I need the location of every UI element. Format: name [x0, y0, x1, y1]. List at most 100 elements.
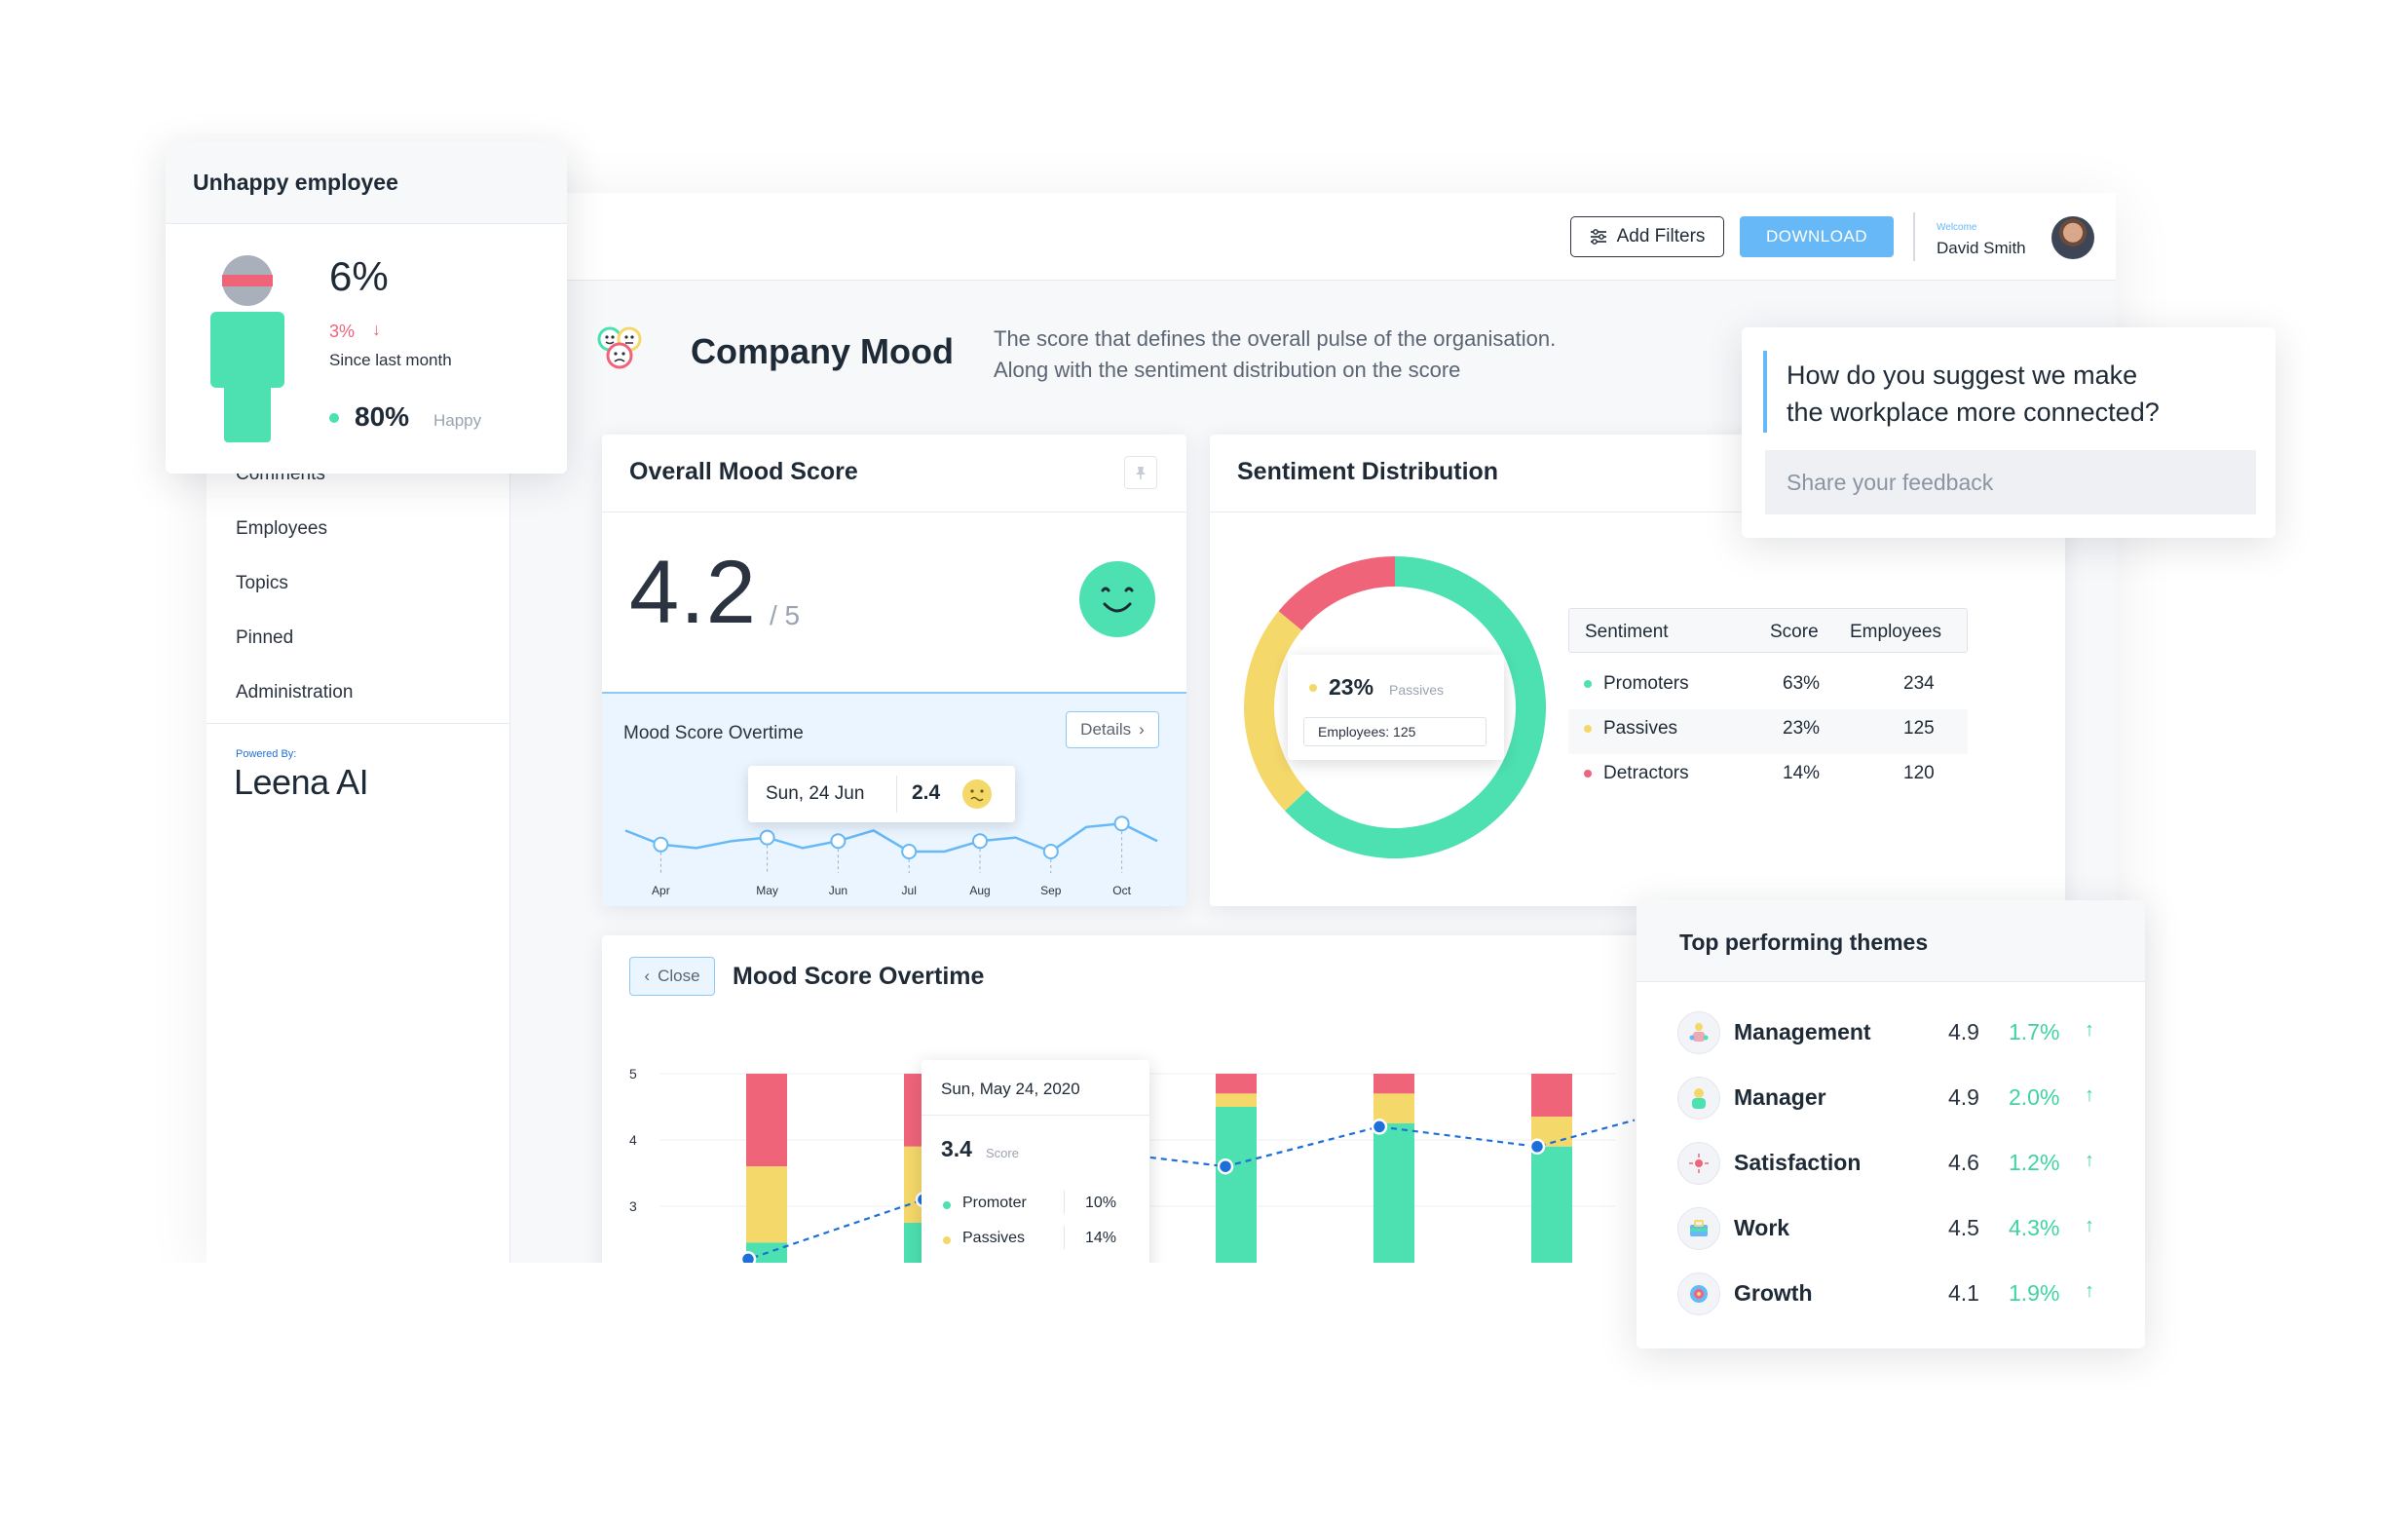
add-filters-button[interactable]: Add Filters — [1570, 216, 1724, 257]
theme-row[interactable]: Work 4.5 4.3% ↑ — [1677, 1205, 2096, 1254]
brand-text: Leena AI — [234, 762, 369, 802]
sparkline-tooltip: Sun, 24 Jun 2.4 — [748, 766, 1015, 822]
row-name: Detractors — [1603, 763, 1689, 783]
arrow-up-icon: ↑ — [2085, 1280, 2094, 1302]
employee-figure-icon — [210, 255, 284, 442]
col-score: Score — [1770, 622, 1819, 642]
table-row: Promoters 63% 234 — [1568, 664, 1968, 709]
themes-title: Top performing themes — [1679, 930, 1929, 955]
feedback-question-line-1: How do you suggest we make — [1787, 361, 2138, 390]
theme-delta: 2.0% — [2009, 1084, 2060, 1110]
donut-promoters-arc — [1285, 556, 1546, 858]
theme-score: 4.1 — [1948, 1280, 1979, 1306]
sparkline-month-label: May — [756, 884, 778, 897]
arrow-up-icon: ↑ — [2085, 1150, 2094, 1171]
sparkline-point — [759, 829, 775, 846]
satisfaction-icon — [1677, 1142, 1720, 1185]
tooltip-divider — [896, 776, 897, 813]
unhappy-change: 3% — [329, 322, 356, 341]
promoter-dot — [943, 1201, 951, 1209]
sidebar-item-topics[interactable]: Topics — [236, 573, 288, 593]
page-description-line-2: Along with the sentiment distribution on… — [994, 358, 1461, 382]
col-employees: Employees — [1850, 622, 1941, 642]
trend-point — [1528, 1138, 1546, 1156]
details-button[interactable]: Details › — [1066, 711, 1159, 748]
unhappy-employee-card: Unhappy employee 6% 3% ↓ Since last mont… — [166, 142, 567, 474]
happy-label: Happy — [433, 411, 482, 430]
bar-promoter-segment — [1373, 1123, 1414, 1263]
avatar[interactable] — [2051, 216, 2094, 259]
sentiment-header: Sentiment Distribution — [1210, 435, 2065, 512]
theme-row[interactable]: Manager 4.9 2.0% ↑ — [1677, 1075, 2096, 1123]
sidebar-item-employees[interactable]: Employees — [236, 518, 327, 539]
download-button[interactable]: DOWNLOAD — [1740, 216, 1894, 257]
tooltip-row-name: Promoter — [962, 1195, 1027, 1211]
theme-score: 4.6 — [1948, 1150, 1979, 1175]
pin-icon[interactable] — [1124, 456, 1157, 489]
donut-tooltip-employees: Employees: 125 — [1303, 717, 1486, 746]
neutral-face-icon — [962, 779, 992, 809]
powered-by-label: Powered By: — [236, 748, 297, 760]
theme-delta: 1.7% — [2009, 1019, 2060, 1044]
mood-overtime-label: Mood Score Overtime — [623, 723, 804, 743]
sparkline-line — [624, 821, 1158, 854]
tooltip-date: Sun, 24 Jun — [766, 783, 865, 804]
growth-icon — [1677, 1272, 1720, 1315]
passives-dot — [1584, 725, 1592, 733]
happy-value: 80% — [355, 401, 410, 432]
divider — [1913, 212, 1915, 261]
manager-icon — [1677, 1077, 1720, 1120]
welcome-label: Welcome — [1937, 222, 1977, 233]
change-caption: Since last month — [329, 351, 452, 369]
bar-promoter-segment — [1531, 1146, 1572, 1263]
col-sentiment: Sentiment — [1585, 622, 1669, 642]
feedback-question-line-2: the workplace more connected? — [1787, 398, 2160, 427]
feedback-question: How do you suggest we make the workplace… — [1787, 357, 2160, 431]
sidebar-item-administration[interactable]: Administration — [236, 682, 354, 702]
theme-name: Work — [1734, 1215, 1790, 1240]
feedback-card: How do you suggest we make the workplace… — [1742, 327, 2276, 538]
bar-detractor-segment — [1216, 1074, 1257, 1094]
close-button[interactable]: ‹ Close — [629, 957, 715, 996]
trend-point — [1371, 1119, 1388, 1135]
y-tick-5: 5 — [629, 1066, 637, 1082]
themes-header: Top performing themes — [1637, 900, 2145, 982]
theme-row[interactable]: Growth 4.1 1.9% ↑ — [1677, 1271, 2096, 1319]
theme-row[interactable]: Satisfaction 4.6 1.2% ↑ — [1677, 1140, 2096, 1189]
overall-mood-title: Overall Mood Score — [629, 458, 858, 485]
row-employees: 234 — [1903, 673, 1935, 694]
leena-ai-logo: Leena AI — [234, 762, 369, 803]
feedback-input[interactable]: Share your feedback — [1765, 450, 2256, 514]
bar-passive-segment — [1216, 1093, 1257, 1107]
arrow-up-icon: ↑ — [2085, 1215, 2094, 1236]
bar-promoter-segment — [1216, 1107, 1257, 1263]
happy-dot — [329, 413, 339, 423]
theme-name: Manager — [1734, 1084, 1826, 1110]
overtime-tooltip: Sun, May 24, 2020 3.4 Score Promoter 10%… — [922, 1060, 1149, 1263]
sentiment-table-header: Sentiment Score Employees — [1568, 608, 1968, 653]
sparkline-month-label: Sep — [1040, 884, 1062, 897]
theme-row[interactable]: Management 4.9 1.7% ↑ — [1677, 1009, 2096, 1058]
mood-overtime-subpanel: Mood Score Overtime Details › Apr May Jun J… — [602, 692, 1186, 906]
overall-mood-header: Overall Mood Score — [602, 435, 1186, 512]
add-filters-label: Add Filters — [1616, 226, 1706, 247]
overtime-tooltip-score: 3.4 — [941, 1136, 972, 1161]
arrow-up-icon: ↑ — [2085, 1084, 2094, 1106]
donut-passives-arc — [1244, 611, 1307, 812]
sentiment-title: Sentiment Distribution — [1237, 458, 1499, 485]
tooltip-row-pct: 14% — [1085, 1230, 1117, 1246]
theme-score: 4.9 — [1948, 1084, 1979, 1110]
unhappy-value: 6% — [329, 253, 389, 299]
user-name: David Smith — [1937, 239, 2026, 257]
feedback-placeholder: Share your feedback — [1787, 470, 1994, 495]
bar-detractor-segment — [1373, 1074, 1414, 1094]
sparkline-month-label: Jun — [829, 884, 847, 897]
theme-score: 4.5 — [1948, 1215, 1979, 1240]
management-icon — [1677, 1011, 1720, 1054]
sidebar-item-pinned[interactable]: Pinned — [236, 627, 294, 648]
work-icon — [1677, 1207, 1720, 1250]
row-name: Promoters — [1603, 673, 1689, 694]
mood-faces-icon — [594, 323, 645, 374]
overtime-tooltip-score-label: Score — [986, 1146, 1019, 1160]
passives-dot — [943, 1236, 951, 1244]
